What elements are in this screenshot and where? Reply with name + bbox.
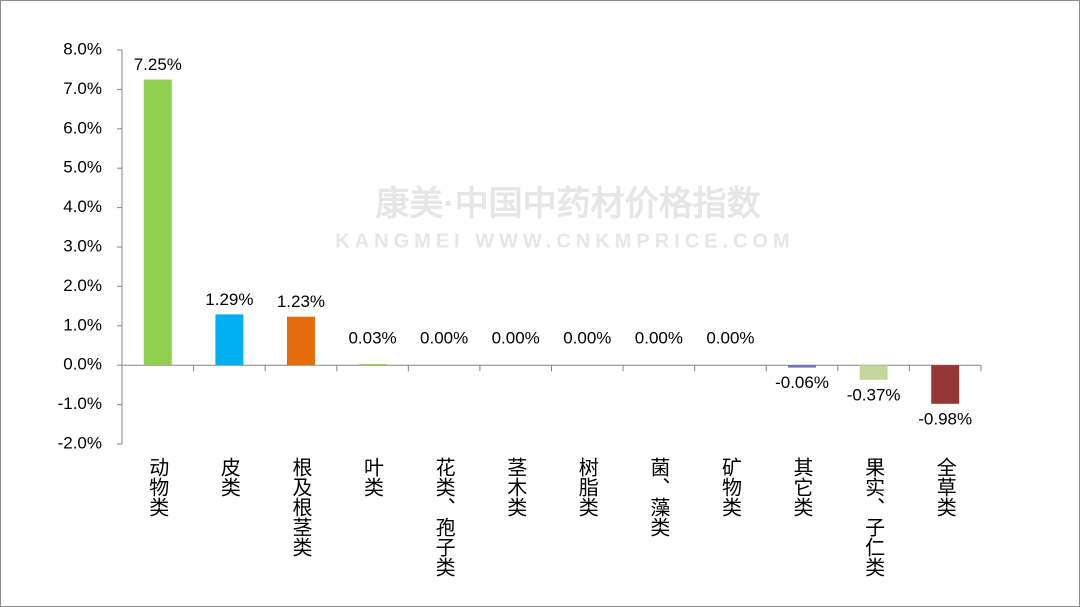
y-tick-label: 0.0% — [63, 355, 102, 374]
value-label: 0.00% — [492, 329, 540, 348]
bar — [788, 365, 817, 368]
x-tick-label: 其它类 — [790, 457, 815, 517]
value-label: 1.23% — [277, 292, 325, 311]
y-tick-label: -1.0% — [58, 394, 102, 413]
value-label: 0.00% — [706, 329, 754, 348]
x-tick-label: 矿物类 — [718, 457, 743, 517]
y-tick-label: 5.0% — [63, 158, 102, 177]
y-tick-label: 4.0% — [63, 197, 102, 216]
x-tick-label: 全草类 — [933, 457, 958, 517]
y-tick-label: 7.0% — [63, 79, 102, 98]
x-tick-label: 叶类 — [360, 457, 385, 497]
watermark: 康美·中国中药材价格指数 — [375, 184, 760, 223]
value-label: 0.03% — [348, 329, 396, 348]
y-tick-label: -2.0% — [58, 433, 102, 452]
watermark-subtitle: KANGMEI WWW.CNKMPRICE.COM — [335, 230, 794, 252]
value-label: -0.98% — [918, 409, 972, 428]
x-tick-label: 动物类 — [145, 457, 170, 517]
y-tick-label: 3.0% — [63, 236, 102, 255]
value-label: 7.25% — [134, 55, 182, 74]
value-label: -0.37% — [847, 385, 901, 404]
y-tick-label: 6.0% — [63, 118, 102, 137]
y-tick-label: 8.0% — [63, 39, 102, 58]
value-label: -0.06% — [775, 373, 829, 392]
value-label: 0.00% — [635, 329, 683, 348]
x-tick-label: 茎木类 — [503, 457, 528, 517]
x-tick-label: 根及根茎类 — [288, 457, 313, 557]
bar — [286, 316, 315, 366]
x-tick-label: 菌、藻类 — [646, 457, 671, 537]
bar — [143, 79, 172, 366]
x-tick-label: 花类、孢子类 — [432, 457, 457, 577]
bar — [215, 314, 244, 366]
value-label: 0.00% — [420, 329, 468, 348]
bar — [931, 365, 960, 404]
y-tick-label: 2.0% — [63, 276, 102, 295]
bar — [358, 364, 387, 366]
y-tick-label: 1.0% — [63, 315, 102, 334]
bar — [859, 365, 888, 380]
x-tick-label: 皮类 — [217, 457, 242, 497]
value-label: 1.29% — [205, 290, 253, 309]
x-tick-label: 果实、子仁类 — [861, 457, 886, 577]
x-tick-label: 树脂类 — [575, 457, 600, 517]
value-label: 0.00% — [563, 329, 611, 348]
